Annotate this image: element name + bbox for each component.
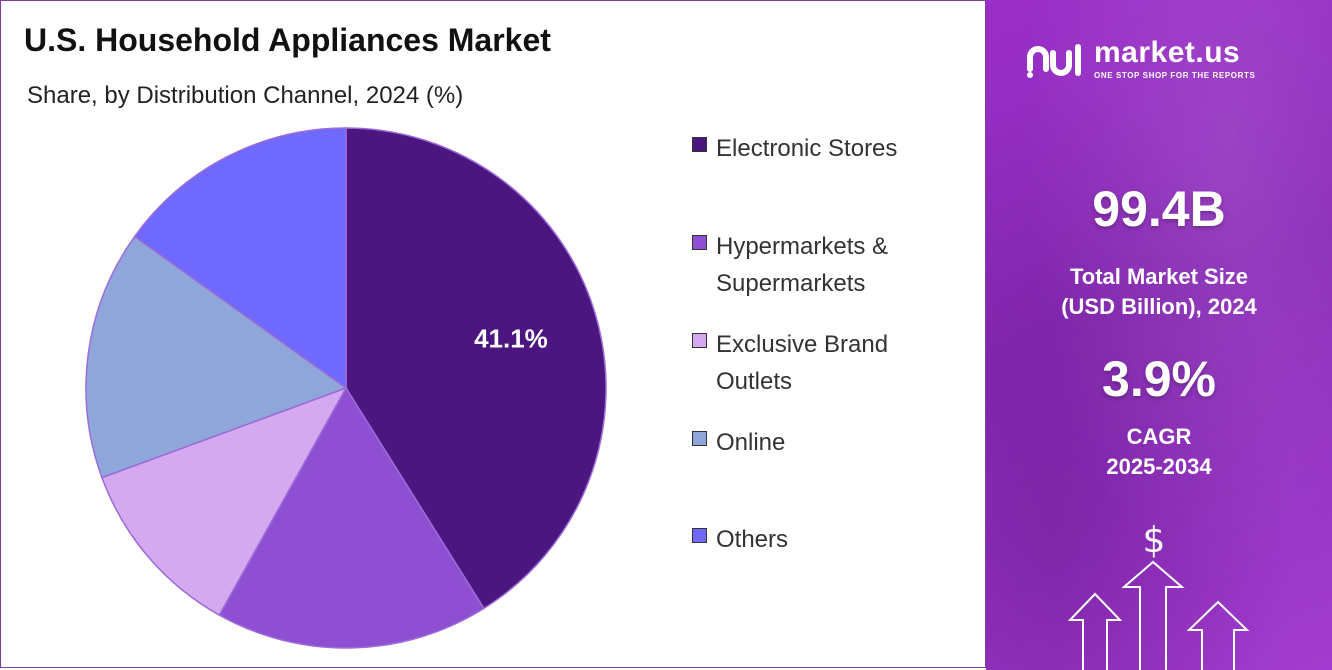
- cagr-label-line1: CAGR: [1126, 424, 1192, 449]
- pie-chart: 41.1%: [85, 127, 607, 649]
- data-label-electronic-stores: 41.1%: [474, 324, 548, 354]
- legend-label: Hypermarkets & Supermarkets: [716, 233, 889, 297]
- pie-slice-electronic-stores: [345, 127, 607, 610]
- chart-subtitle: Share, by Distribution Channel, 2024 (%): [27, 82, 464, 109]
- market-size-label-line2: (USD Billion), 2024: [1061, 294, 1257, 319]
- legend-label: Online: [716, 429, 786, 456]
- market-us-logo-icon: [1027, 44, 1081, 78]
- legend-label: Others: [716, 526, 789, 553]
- legend-item-hypermarkets-supermarkets: Hypermarkets & Supermarkets: [692, 228, 888, 302]
- legend-item-exclusive-brand-outlets: Exclusive Brand Outlets: [692, 326, 888, 400]
- legend-swatch: [692, 137, 707, 152]
- chart-title: U.S. Household Appliances Market: [24, 22, 551, 58]
- legend-swatch: [692, 431, 707, 446]
- legend-item-electronic-stores: Electronic Stores: [692, 130, 897, 167]
- legend-swatch: [692, 235, 707, 250]
- pie-slice-others: [133, 127, 347, 390]
- cagr-label-line2: 2025-2034: [1106, 454, 1212, 479]
- brand-name: market.us: [1094, 36, 1241, 69]
- legend-item-others: Others: [692, 521, 788, 558]
- legend-label: Electronic Stores: [716, 135, 898, 162]
- pie-slice-exclusive-brand-outlets: [100, 386, 348, 617]
- panel-background: [986, 0, 1332, 670]
- legend-label: Exclusive Brand Outlets: [716, 331, 889, 395]
- growth-arrows-icon: $: [1067, 520, 1250, 670]
- brand-logo[interactable]: market.us ONE STOP SHOP FOR THE REPORTS: [1026, 38, 1255, 80]
- pie-slice-hypermarkets-supermarkets: [218, 386, 485, 649]
- legend-swatch: [692, 333, 707, 348]
- legend-item-online: Online: [692, 424, 785, 461]
- pie-slice-online: [85, 235, 348, 479]
- market-size-label-line1: Total Market Size: [1069, 264, 1249, 289]
- dollar-sign-icon: $: [1143, 520, 1166, 561]
- brand-tagline: ONE STOP SHOP FOR THE REPORTS: [1094, 71, 1256, 80]
- market-size-value: 99.4B: [1092, 181, 1226, 237]
- summary-panel: market.us ONE STOP SHOP FOR THE REPORTS …: [986, 0, 1332, 670]
- cagr-value: 3.9%: [1102, 351, 1216, 407]
- legend-swatch: [692, 528, 707, 543]
